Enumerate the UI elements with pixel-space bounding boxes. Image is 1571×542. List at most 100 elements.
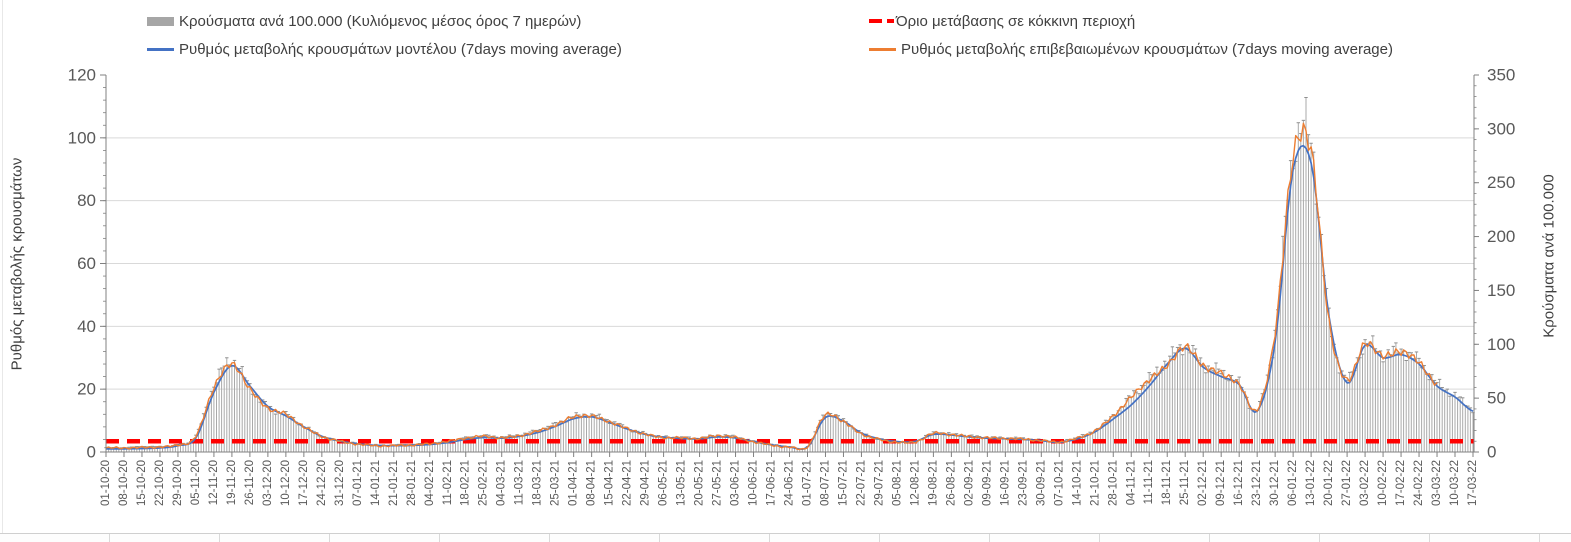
svg-text:200: 200 — [1487, 227, 1515, 246]
red-dash-swatch-icon — [887, 18, 894, 24]
svg-text:16-12-21: 16-12-21 — [1233, 460, 1245, 506]
svg-text:10-06-21: 10-06-21 — [748, 460, 760, 506]
svg-text:31-12-20: 31-12-20 — [334, 460, 346, 506]
legend-item-red-threshold: Όριο μετάβασης σε κόκκινη περιοχή — [869, 12, 1135, 30]
legend-label: Ρυθμός μεταβολής κρουσμάτων μοντέλου (7d… — [179, 40, 622, 58]
legend-item-cases-bars: Κρούσματα ανά 100.000 (Κυλιόμενος μέσος … — [147, 12, 581, 30]
svg-text:14-10-21: 14-10-21 — [1071, 460, 1083, 506]
svg-text:18-02-21: 18-02-21 — [460, 460, 472, 506]
svg-text:22-10-20: 22-10-20 — [154, 460, 166, 506]
svg-text:19-11-20: 19-11-20 — [226, 460, 238, 505]
svg-text:02-09-21: 02-09-21 — [963, 460, 975, 506]
svg-text:28-10-21: 28-10-21 — [1107, 460, 1119, 506]
svg-text:05-08-21: 05-08-21 — [891, 460, 903, 506]
svg-text:0: 0 — [87, 443, 96, 462]
svg-text:17-02-22: 17-02-22 — [1395, 460, 1407, 506]
svg-text:15-04-21: 15-04-21 — [604, 460, 616, 506]
svg-text:60: 60 — [77, 254, 96, 273]
svg-text:23-12-21: 23-12-21 — [1251, 460, 1263, 506]
svg-text:29-07-21: 29-07-21 — [873, 460, 885, 506]
svg-text:07-10-21: 07-10-21 — [1053, 460, 1065, 506]
svg-text:27-05-21: 27-05-21 — [712, 460, 724, 506]
svg-text:20: 20 — [77, 380, 96, 399]
svg-text:22-04-21: 22-04-21 — [622, 460, 634, 506]
svg-text:100: 100 — [1487, 335, 1515, 354]
svg-text:120: 120 — [68, 66, 96, 85]
svg-text:05-11-20: 05-11-20 — [190, 460, 202, 505]
svg-text:13-05-21: 13-05-21 — [676, 460, 688, 506]
svg-text:07-01-21: 07-01-21 — [352, 460, 364, 506]
svg-text:08-10-20: 08-10-20 — [118, 460, 130, 506]
svg-text:10-03-22: 10-03-22 — [1449, 460, 1461, 506]
svg-text:01-04-21: 01-04-21 — [568, 460, 580, 506]
svg-text:04-03-21: 04-03-21 — [496, 460, 508, 506]
svg-text:03-12-20: 03-12-20 — [262, 460, 274, 506]
svg-text:40: 40 — [77, 317, 96, 336]
svg-text:21-10-21: 21-10-21 — [1089, 460, 1101, 506]
svg-text:24-02-22: 24-02-22 — [1413, 460, 1425, 506]
legend-label: Όριο μετάβασης σε κόκκινη περιοχή — [896, 12, 1136, 30]
legend-label: Κρούσματα ανά 100.000 (Κυλιόμενος μέσος … — [179, 12, 582, 30]
svg-text:26-11-20: 26-11-20 — [244, 460, 256, 505]
svg-text:16-09-21: 16-09-21 — [999, 460, 1011, 506]
svg-text:15-07-21: 15-07-21 — [838, 460, 850, 506]
svg-text:17-03-22: 17-03-22 — [1467, 460, 1479, 506]
svg-text:300: 300 — [1487, 119, 1515, 138]
svg-text:17-06-21: 17-06-21 — [766, 460, 778, 506]
svg-text:08-04-21: 08-04-21 — [586, 460, 598, 506]
legend-item-confirmed-line: Ρυθμός μεταβολής επιβεβαιωμένων κρουσμάτ… — [869, 40, 1393, 58]
svg-text:150: 150 — [1487, 281, 1515, 300]
svg-text:06-05-21: 06-05-21 — [658, 460, 670, 506]
svg-text:23-09-21: 23-09-21 — [1017, 460, 1029, 506]
svg-text:20-05-21: 20-05-21 — [694, 460, 706, 506]
spreadsheet-row-strip — [0, 533, 1571, 542]
legend-label: Ρυθμός μεταβολής επιβεβαιωμένων κρουσμάτ… — [901, 40, 1393, 58]
svg-text:03-02-22: 03-02-22 — [1359, 460, 1371, 506]
svg-text:80: 80 — [77, 191, 96, 210]
svg-text:10-02-22: 10-02-22 — [1377, 460, 1389, 506]
svg-text:04-02-21: 04-02-21 — [424, 460, 436, 506]
svg-text:29-10-20: 29-10-20 — [172, 460, 184, 506]
svg-text:14-01-21: 14-01-21 — [370, 460, 382, 506]
svg-text:18-11-21: 18-11-21 — [1161, 460, 1173, 505]
svg-text:04-11-21: 04-11-21 — [1125, 460, 1137, 505]
legend-item-model-line: Ρυθμός μεταβολής κρουσμάτων μοντέλου (7d… — [147, 40, 622, 58]
svg-text:30-12-21: 30-12-21 — [1269, 460, 1281, 506]
blue-line-swatch-icon — [147, 47, 174, 51]
svg-text:09-12-21: 09-12-21 — [1215, 460, 1227, 506]
svg-text:250: 250 — [1487, 173, 1515, 192]
sheet-edge-line — [2, 0, 3, 542]
svg-text:12-11-20: 12-11-20 — [208, 460, 220, 505]
svg-text:17-12-20: 17-12-20 — [298, 460, 310, 506]
svg-text:11-03-21: 11-03-21 — [514, 460, 526, 505]
left-axis-title: Ρυθμός μεταβολής κρουσμάτων — [8, 157, 26, 371]
svg-text:10-12-20: 10-12-20 — [280, 460, 292, 506]
svg-text:28-01-21: 28-01-21 — [406, 460, 418, 506]
svg-text:26-08-21: 26-08-21 — [945, 460, 957, 506]
svg-text:11-11-21: 11-11-21 — [1143, 460, 1155, 504]
svg-text:22-07-21: 22-07-21 — [855, 460, 867, 506]
svg-text:25-03-21: 25-03-21 — [550, 460, 562, 506]
svg-text:25-11-21: 25-11-21 — [1179, 460, 1191, 505]
svg-text:27-01-22: 27-01-22 — [1341, 460, 1353, 506]
svg-text:29-04-21: 29-04-21 — [640, 460, 652, 506]
svg-text:09-09-21: 09-09-21 — [981, 460, 993, 506]
svg-text:11-02-21: 11-02-21 — [442, 460, 454, 505]
svg-text:08-07-21: 08-07-21 — [820, 460, 832, 506]
svg-text:19-08-21: 19-08-21 — [927, 460, 939, 506]
svg-text:20-01-22: 20-01-22 — [1323, 460, 1335, 506]
right-axis-title: Κρούσματα ανά 100.000 — [1540, 174, 1558, 338]
svg-text:100: 100 — [68, 128, 96, 147]
svg-text:30-09-21: 30-09-21 — [1035, 460, 1047, 506]
svg-text:350: 350 — [1487, 66, 1515, 85]
svg-text:50: 50 — [1487, 389, 1506, 408]
svg-text:0: 0 — [1487, 443, 1496, 462]
orange-line-swatch-icon — [869, 47, 896, 51]
svg-text:01-07-21: 01-07-21 — [802, 460, 814, 506]
svg-text:24-12-20: 24-12-20 — [316, 460, 328, 506]
svg-text:03-03-22: 03-03-22 — [1431, 460, 1443, 506]
red-dash-swatch-icon — [869, 18, 882, 24]
svg-text:02-12-21: 02-12-21 — [1197, 460, 1209, 506]
